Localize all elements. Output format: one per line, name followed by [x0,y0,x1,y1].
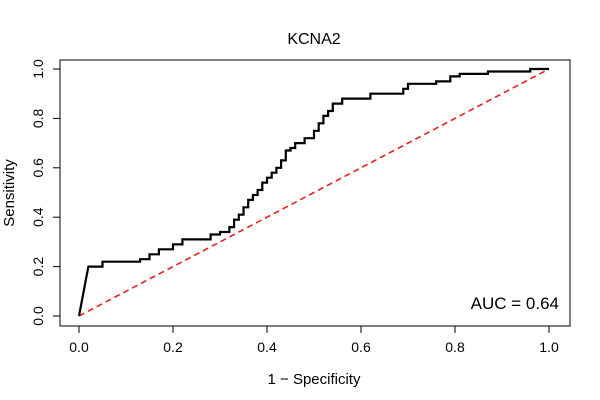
y-axis: 0.0 0.2 0.4 0.6 0.8 1.0 [30,59,61,326]
y-tick-label-4: 0.8 [30,108,46,128]
y-tick-label-1: 0.2 [30,257,46,277]
x-axis-label: 1 − Specificity [268,371,361,388]
series-layer [77,67,550,317]
y-tick-label-5: 1.0 [30,59,46,79]
x-tick-label-0: 0.0 [69,339,89,355]
x-tick-label-4: 0.8 [445,339,465,355]
x-tick-label-1: 0.2 [163,339,183,355]
x-tick-label-5: 1.0 [539,339,559,355]
y-tick-label-0: 0.0 [30,306,46,326]
y-tick-label-3: 0.6 [30,158,46,178]
y-axis-label: Sensitivity [1,159,18,227]
chart-title: KCNA2 [287,31,340,48]
x-tick-label-2: 0.4 [257,339,277,355]
auc-annotation: AUC = 0.64 [471,294,559,313]
reference-diagonal-line [78,68,550,317]
y-tick-label-2: 0.4 [30,207,46,227]
x-tick-label-3: 0.6 [351,339,371,355]
roc-curve-line [77,67,549,317]
x-axis: 0.0 0.2 0.4 0.6 0.8 1.0 [69,325,559,355]
